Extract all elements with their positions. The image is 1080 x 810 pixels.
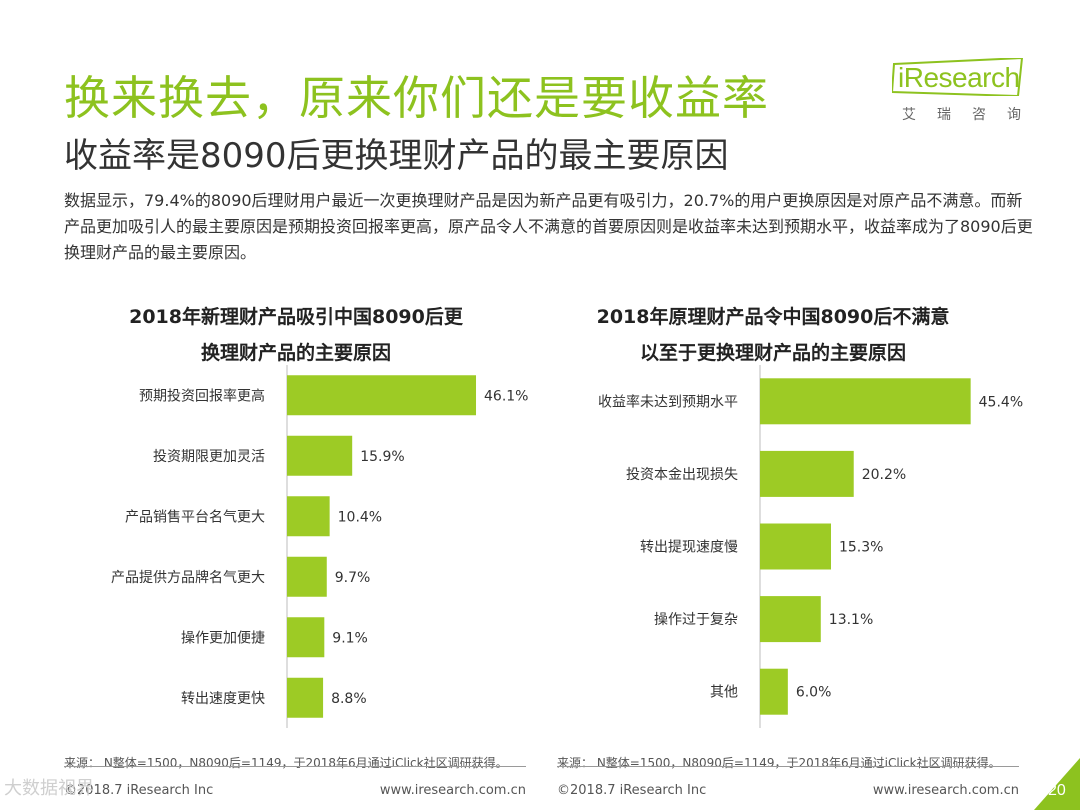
logo-text: iResearch: [898, 62, 1020, 93]
bar: [287, 435, 353, 476]
right-bar-chart: 收益率未达到预期水平 45.4% 投资本金出现损失 20.2% 转出提现速度慢 15.3%…: [598, 365, 1023, 728]
category-label: 其他: [710, 685, 738, 701]
bar: [760, 596, 821, 643]
data-label: 9.7%: [335, 570, 371, 586]
logo-shape: [892, 58, 1024, 96]
page-subtitle: 收益率是8090后更换理财产品的最主要原因: [64, 136, 729, 176]
left-chart-title: 2018年新理财产品吸引中国8090后更 换理财产品的主要原因: [96, 299, 496, 371]
bar: [760, 378, 971, 425]
data-label: 15.3%: [839, 540, 883, 556]
category-label: 操作过于复杂: [654, 611, 738, 628]
category-label: 收益率未达到预期水平: [598, 393, 738, 410]
footer-left-url[interactable]: www.iresearch.com.cn: [379, 783, 526, 798]
bar: [287, 556, 327, 597]
footer-right-url[interactable]: www.iresearch.com.cn: [872, 783, 1019, 798]
data-label: 45.4%: [979, 394, 1023, 410]
page-number-badge: 20: [1034, 758, 1080, 810]
left-chart-title-line2: 换理财产品的主要原因: [200, 342, 391, 364]
data-label: 13.1%: [829, 612, 873, 628]
iresearch-logo: iResearch 艾瑞咨询: [892, 58, 1032, 128]
bar: [760, 523, 831, 570]
data-label: 10.4%: [338, 509, 382, 525]
data-label: 46.1%: [484, 388, 528, 404]
bar: [287, 677, 324, 718]
page-number-shape: [1034, 758, 1080, 810]
category-label: 预期投资回报率更高: [139, 387, 265, 404]
data-label: 15.9%: [360, 449, 404, 465]
bar: [760, 668, 788, 715]
page-title: 换来换去，原来你们还是要收益率: [64, 71, 769, 125]
left-chart-title-line1: 2018年新理财产品吸引中国8090后更: [129, 306, 463, 328]
data-label: 20.2%: [862, 467, 906, 483]
category-label: 产品销售平台名气更大: [125, 509, 265, 525]
footer-left: ©2018.7 iResearch Inc www.iresearch.com.…: [64, 766, 526, 799]
data-label: 6.0%: [796, 685, 832, 701]
right-chart-title-line2: 以至于更换理财产品的主要原因: [639, 342, 906, 364]
data-label: 8.8%: [331, 691, 367, 707]
bar: [760, 450, 854, 497]
category-label: 产品提供方品牌名气更大: [111, 569, 265, 586]
bar: [287, 375, 477, 416]
description-paragraph: 数据显示，79.4%的8090后理财用户最近一次更换理财产品是因为新产品更有吸引…: [64, 191, 1033, 262]
bar: [287, 496, 330, 537]
right-chart-title: 2018年原理财产品令中国8090后不满意 以至于更换理财产品的主要原因: [558, 299, 988, 371]
category-label: 投资期限更加灵活: [153, 449, 265, 465]
footer-right: ©2018.7 iResearch Inc www.iresearch.com.…: [557, 766, 1019, 799]
right-chart-title-line1: 2018年原理财产品令中国8090后不满意: [596, 306, 950, 328]
category-label: 转出速度更快: [181, 691, 265, 707]
bar: [287, 617, 325, 658]
footer-right-copyright: ©2018.7 iResearch Inc: [557, 783, 707, 798]
watermark-text: 大数据视界: [4, 778, 94, 799]
footer-left-copyright: ©2018.7 iResearch Inc: [64, 783, 214, 798]
data-label: 9.1%: [332, 630, 368, 646]
page-number: 20: [1048, 782, 1066, 799]
category-label: 投资本金出现损失: [626, 467, 738, 483]
category-label: 操作更加便捷: [181, 630, 265, 646]
left-bar-chart: 预期投资回报率更高 46.1% 投资期限更加灵活 15.9% 产品销售平台名气更大 10.…: [111, 365, 528, 728]
category-label: 转出提现速度慢: [640, 539, 738, 556]
logo-cn-text: 艾瑞咨询: [902, 107, 1042, 123]
